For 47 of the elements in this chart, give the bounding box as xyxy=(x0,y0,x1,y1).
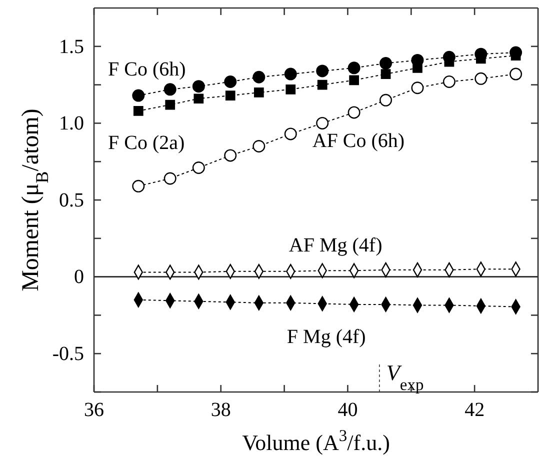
point xyxy=(317,80,328,90)
series-label: AF Mg (4f) xyxy=(288,234,382,256)
point xyxy=(286,84,296,94)
point xyxy=(284,128,297,140)
point xyxy=(165,100,176,110)
point xyxy=(316,64,329,78)
point xyxy=(474,72,488,85)
series-label: F Co (6h) xyxy=(108,58,186,81)
point xyxy=(192,80,205,93)
point xyxy=(252,140,266,152)
point xyxy=(380,57,392,70)
y-tick-label: 1.5 xyxy=(59,36,84,58)
point xyxy=(349,75,359,86)
point xyxy=(348,62,360,74)
x-tick-label: 40 xyxy=(338,399,358,422)
point xyxy=(225,90,236,100)
series-label: F Mg (4f) xyxy=(286,326,366,348)
x-axis-title: Volume (A$^{3}$/f.u.) xyxy=(242,426,390,455)
y-tick-label: 0 xyxy=(74,266,84,288)
series-label: AF Co (6h) xyxy=(312,130,405,152)
point xyxy=(224,149,237,162)
point xyxy=(442,75,456,88)
ref-line-label: V$_{exp}$ xyxy=(386,360,424,394)
point xyxy=(164,83,176,96)
point xyxy=(348,106,360,119)
x-tick-label: 38 xyxy=(210,399,231,422)
y-tick-label: -0.5 xyxy=(52,343,84,365)
point xyxy=(133,106,144,116)
point xyxy=(224,75,237,88)
point xyxy=(380,69,391,79)
point xyxy=(411,82,424,94)
point xyxy=(164,172,176,185)
point xyxy=(132,180,145,192)
point xyxy=(510,68,522,80)
point xyxy=(316,116,329,130)
y-tick-label: 1.0 xyxy=(59,112,84,135)
point xyxy=(284,68,297,80)
point xyxy=(380,94,392,106)
x-tick-label: 36 xyxy=(84,399,104,422)
point xyxy=(132,89,145,102)
series-label: F Co (2a) xyxy=(108,132,185,154)
point xyxy=(194,94,204,104)
point xyxy=(252,70,266,84)
x-tick-label: 42 xyxy=(464,399,485,422)
point xyxy=(192,162,205,174)
y-tick-label: 0.5 xyxy=(59,189,84,212)
point xyxy=(254,88,264,98)
